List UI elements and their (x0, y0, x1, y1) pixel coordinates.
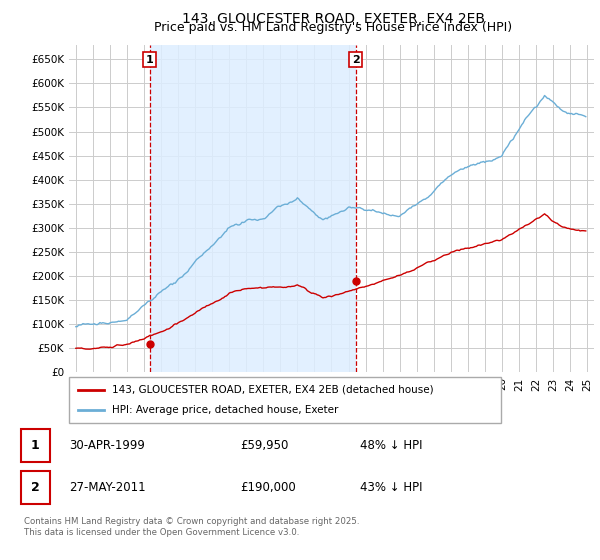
Bar (149, 45, 356, 372)
Text: 48% ↓ HPI: 48% ↓ HPI (360, 439, 422, 452)
Text: 1: 1 (31, 439, 40, 452)
Text: Price paid vs. HM Land Registry's House Price Index (HPI): Price paid vs. HM Land Registry's House … (154, 21, 512, 34)
Text: 2: 2 (352, 55, 359, 64)
Text: 143, GLOUCESTER ROAD, EXETER, EX4 2EB: 143, GLOUCESTER ROAD, EXETER, EX4 2EB (182, 12, 485, 26)
FancyBboxPatch shape (69, 377, 501, 423)
FancyBboxPatch shape (21, 429, 50, 462)
FancyBboxPatch shape (21, 470, 50, 503)
Text: 30-APR-1999: 30-APR-1999 (69, 439, 145, 452)
Text: Contains HM Land Registry data © Crown copyright and database right 2025.
This d: Contains HM Land Registry data © Crown c… (24, 517, 359, 536)
Text: 2: 2 (31, 480, 40, 493)
Text: HPI: Average price, detached house, Exeter: HPI: Average price, detached house, Exet… (112, 405, 338, 415)
Text: £190,000: £190,000 (240, 480, 296, 493)
Text: 27-MAY-2011: 27-MAY-2011 (69, 480, 146, 493)
Text: 1: 1 (146, 55, 154, 64)
Text: £59,950: £59,950 (240, 439, 289, 452)
Text: 143, GLOUCESTER ROAD, EXETER, EX4 2EB (detached house): 143, GLOUCESTER ROAD, EXETER, EX4 2EB (d… (112, 385, 434, 395)
Text: 43% ↓ HPI: 43% ↓ HPI (360, 480, 422, 493)
